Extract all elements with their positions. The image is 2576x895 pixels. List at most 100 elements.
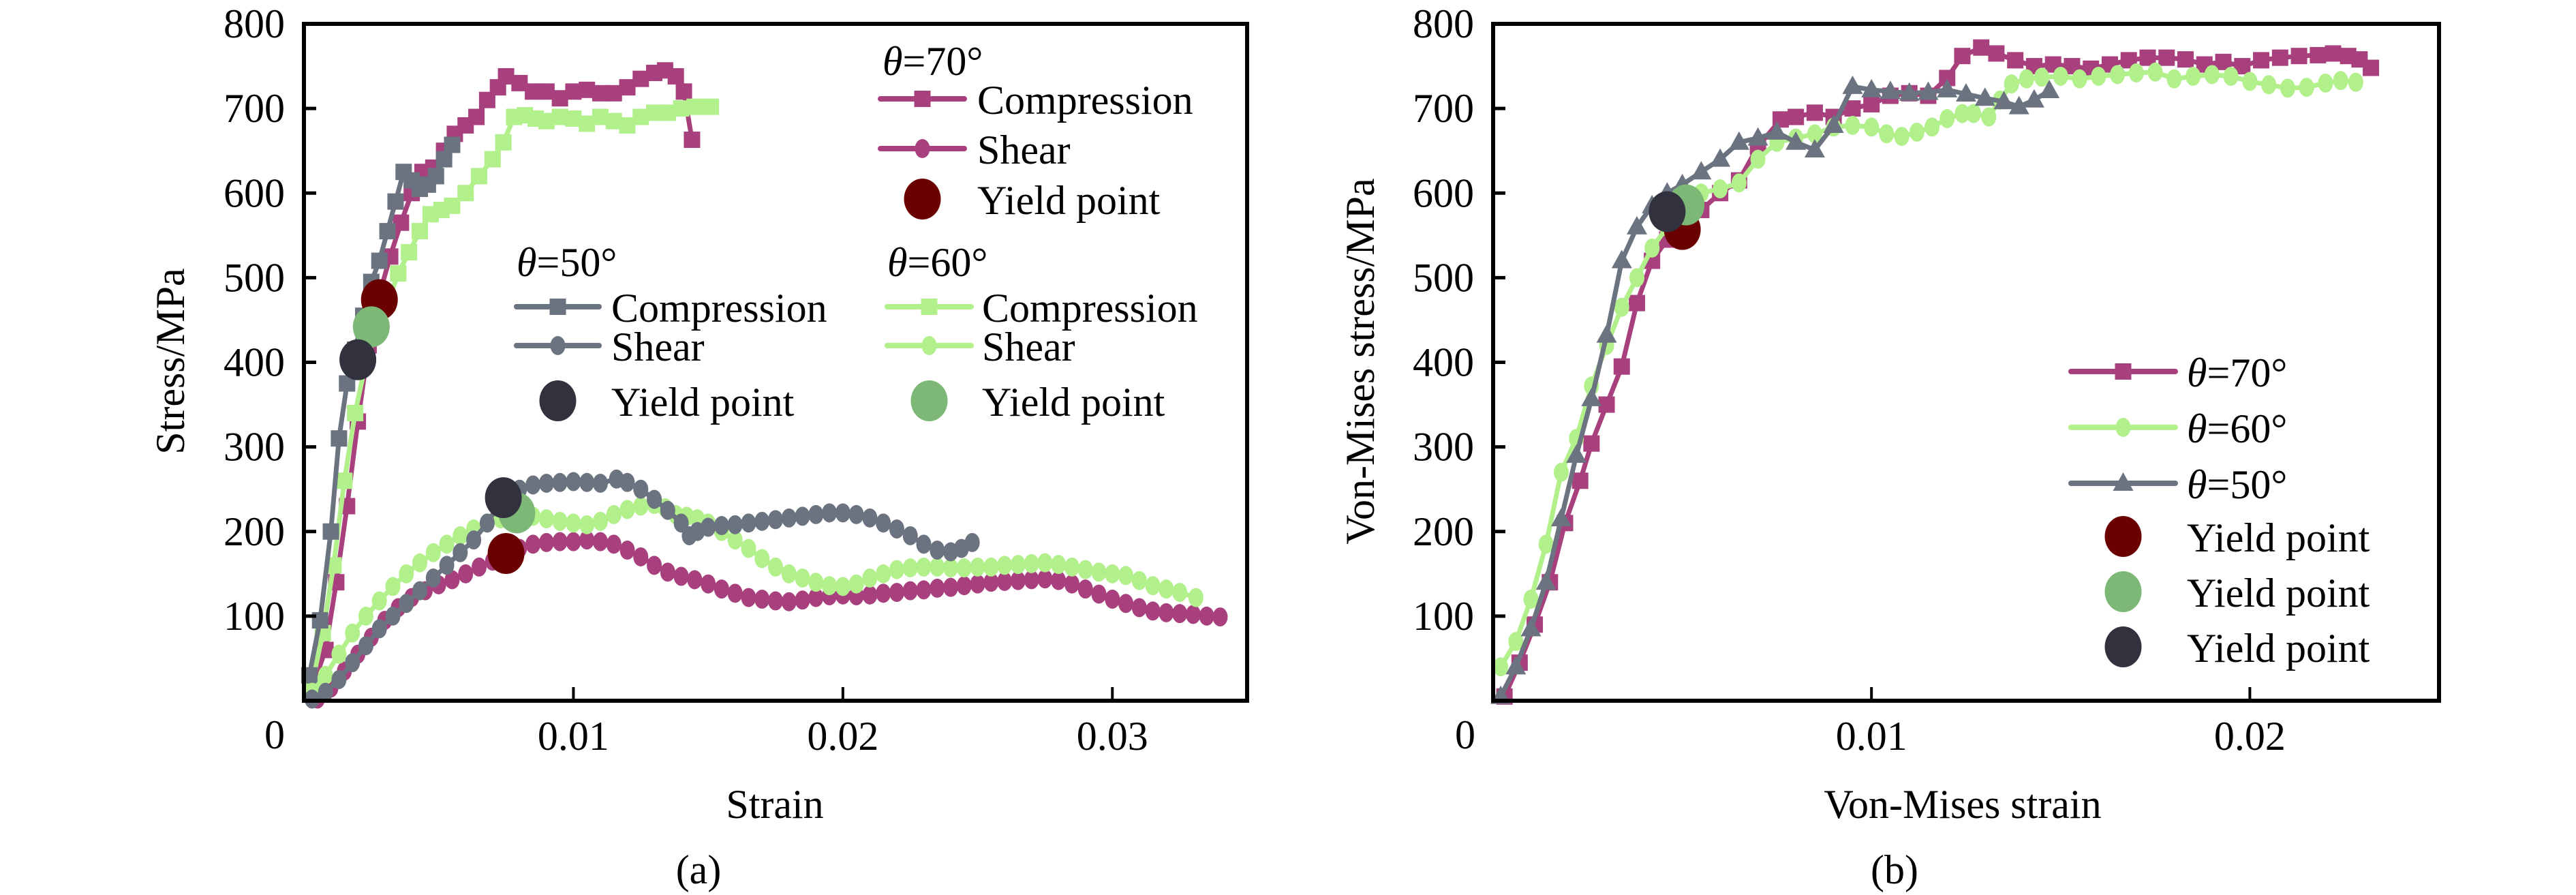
data-point-s60 <box>876 564 891 583</box>
data-point-c60 <box>495 134 512 151</box>
legend-entry: Yield point <box>539 380 795 425</box>
data-point-s70 <box>916 580 932 600</box>
data-point-v50 <box>1747 127 1768 146</box>
data-point-v70 <box>2290 48 2307 65</box>
data-point-v50 <box>1691 161 1712 180</box>
data-point-v50 <box>1550 508 1571 527</box>
data-point-s50 <box>412 581 428 601</box>
panel-b-axes: 100 200 300 400 500 600 700 800 0.01 0.02 <box>1413 1 2441 759</box>
yield-point-vy50 <box>1649 191 1686 232</box>
y-tick-label: 800 <box>224 1 285 46</box>
legend-entry: Compression <box>878 78 1193 123</box>
data-point-s70 <box>956 576 972 596</box>
y-tick-label: 800 <box>1413 1 1474 46</box>
data-point-s70 <box>1199 606 1214 626</box>
y-tick-label: 400 <box>224 340 285 385</box>
data-point-s70 <box>876 583 891 603</box>
data-point-v50 <box>1785 131 1807 150</box>
data-point-s60 <box>1131 571 1147 590</box>
data-point-c70 <box>667 67 684 85</box>
series-vy50 <box>1649 191 1686 232</box>
data-point-s60 <box>1091 562 1107 582</box>
data-point-s70 <box>902 581 918 601</box>
data-point-s70 <box>754 590 770 609</box>
data-point-s50 <box>902 526 918 545</box>
data-point-v60 <box>2072 69 2087 89</box>
data-point-v70 <box>1863 95 1880 112</box>
data-point-s50 <box>835 503 850 523</box>
data-point-c50 <box>379 223 396 240</box>
data-point-s60 <box>439 534 455 554</box>
data-point-s50 <box>727 515 743 534</box>
legend-entry: Yield point <box>2104 571 2370 616</box>
data-point-s60 <box>619 500 635 519</box>
legend-entry: Compression <box>514 286 827 331</box>
y-tick-label: 100 <box>224 594 285 639</box>
data-point-s60 <box>399 564 414 583</box>
data-point-v70 <box>1988 45 2005 62</box>
data-point-v60 <box>2242 72 2258 91</box>
data-point-s60 <box>385 577 401 596</box>
panel-a-xlabel: Strain <box>726 782 823 827</box>
data-point-v50 <box>1993 91 2014 110</box>
data-point-v60 <box>1750 149 1766 169</box>
data-point-v50 <box>1937 78 1958 97</box>
data-point-c50 <box>387 193 404 210</box>
legend-label: θ=60° <box>2187 406 2287 451</box>
data-point-s50 <box>371 619 387 639</box>
legend-marker-big-circle <box>910 380 948 421</box>
data-point-s70 <box>606 534 622 554</box>
data-point-s60 <box>795 568 810 588</box>
data-point-s60 <box>566 513 581 533</box>
legend-label: Yield point <box>982 380 1165 425</box>
panel-a-ylabel: Stress/MPa <box>148 268 193 454</box>
data-point-s70 <box>633 547 649 566</box>
y-tick-label: 600 <box>1413 170 1474 215</box>
data-point-s50 <box>318 682 333 702</box>
data-point-v50 <box>1899 82 1920 101</box>
data-point-s50 <box>619 472 635 492</box>
data-point-s60 <box>425 543 441 562</box>
data-point-s70 <box>579 530 595 550</box>
data-point-v50 <box>1880 80 1901 100</box>
data-point-s70 <box>538 532 554 552</box>
data-point-s60 <box>983 557 999 577</box>
data-point-v60 <box>2004 74 2019 94</box>
data-point-s50 <box>633 479 649 499</box>
data-point-v50 <box>1804 138 1825 157</box>
data-point-v60 <box>2053 66 2068 86</box>
y-tick-label: 500 <box>1413 255 1474 300</box>
data-point-s70 <box>970 574 985 594</box>
panel-b-origin-label: 0 <box>1455 712 1475 757</box>
data-point-s60 <box>835 577 850 596</box>
legend-marker-circle <box>921 336 937 355</box>
panel-b-series-layer <box>1490 39 2380 705</box>
data-point-s50 <box>466 530 482 550</box>
data-point-v50 <box>1520 618 1542 637</box>
data-point-s60 <box>579 515 595 534</box>
data-point-s50 <box>754 511 770 531</box>
data-point-s70 <box>714 579 729 599</box>
data-point-v50 <box>2008 95 2029 115</box>
data-point-v70 <box>1788 108 1805 125</box>
data-point-s60 <box>1118 566 1134 586</box>
data-point-c60 <box>471 168 488 185</box>
data-point-s70 <box>983 573 999 592</box>
data-point-v60 <box>1954 104 1970 123</box>
data-point-s70 <box>687 570 703 590</box>
data-point-s60 <box>606 504 622 524</box>
data-point-s60 <box>902 558 918 578</box>
data-point-v60 <box>2147 62 2163 82</box>
data-point-s60 <box>822 576 838 596</box>
data-point-s50 <box>647 489 662 509</box>
data-point-c50 <box>444 136 461 153</box>
data-point-s50 <box>479 513 495 533</box>
data-point-v60 <box>2166 69 2182 89</box>
x-tick-label: 0.02 <box>807 714 878 759</box>
data-point-s70 <box>862 585 878 605</box>
data-point-v50 <box>1918 81 1939 100</box>
series-y50 <box>339 339 522 519</box>
data-point-s70 <box>1118 594 1134 613</box>
data-point-v60 <box>2223 66 2239 86</box>
data-point-s70 <box>1145 601 1161 621</box>
